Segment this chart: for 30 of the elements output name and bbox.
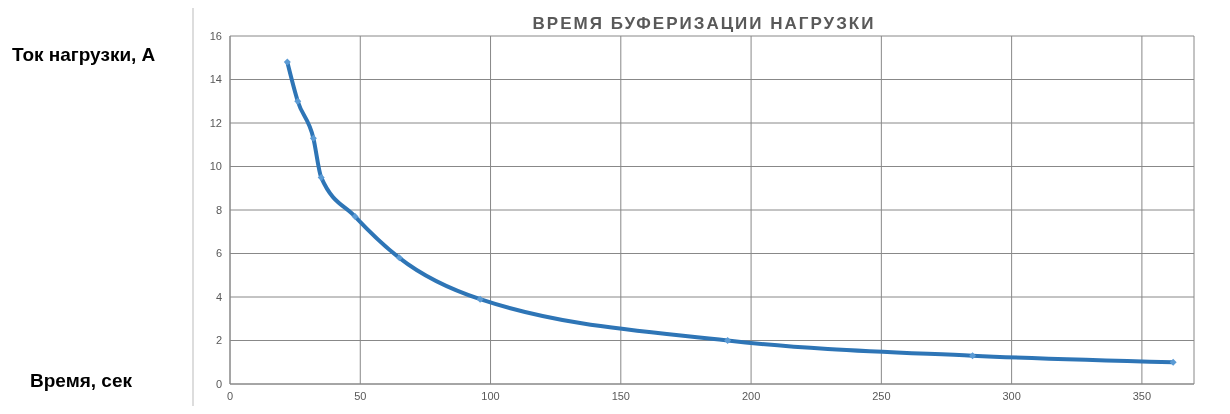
x-tick-label: 0 [226,389,234,402]
y-tick-label: 6 [215,247,222,260]
point [1169,358,1177,366]
point [317,173,325,181]
x-tick-label: 250 [872,389,891,402]
x-tick-label: 200 [741,389,761,402]
point [969,352,977,360]
point [724,337,732,344]
y-tick-label: 14 [209,73,222,86]
y-tick-label: 16 [209,29,222,42]
y-tick-label: 0 [215,377,222,390]
point [309,134,317,142]
y-tick-label: 4 [215,290,222,303]
y-tick-label: 10 [209,160,222,173]
point [395,254,403,262]
x-tick-label: 350 [1132,389,1152,402]
x-tick-label: 100 [481,389,500,402]
point [351,213,359,221]
x-tick-label: 50 [354,389,367,402]
x-tick-label: 150 [611,389,630,402]
chart-title: ВРЕМЯ БУФЕРИЗАЦИИ НАГРУЗКИ [532,14,876,33]
y-tick-label: 12 [209,116,222,129]
y-axis-title: Ток нагрузки, А [12,44,156,66]
x-tick-label: 300 [1002,389,1021,402]
x-axis-title: Время, сек [30,370,132,392]
point [476,295,484,303]
y-tick-label: 8 [215,203,222,216]
point [294,97,302,105]
point [283,58,291,66]
y-tick-label: 2 [215,334,222,347]
